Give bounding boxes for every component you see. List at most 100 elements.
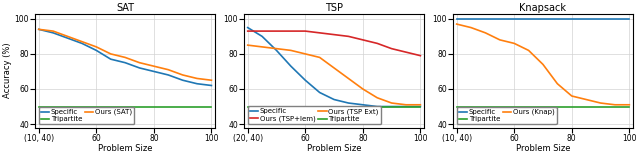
- Ours (Knap): [539, 63, 547, 65]
- Ours (TSP+lem): [417, 55, 424, 57]
- Specific: [388, 106, 396, 107]
- Ours (TSP+lem): [359, 39, 367, 41]
- Tripartite: [554, 106, 561, 107]
- Ours (TSP Ext): [402, 104, 410, 106]
- Ours (TSP+lem): [316, 32, 323, 34]
- Ours (SAT): [35, 28, 43, 30]
- Specific: [107, 58, 115, 60]
- Tripartite: [92, 106, 100, 107]
- Y-axis label: Accuracy (%): Accuracy (%): [3, 43, 12, 98]
- Ours (TSP Ext): [359, 88, 367, 90]
- Specific: [179, 79, 186, 81]
- Ours (Knap): [525, 49, 532, 51]
- Tripartite: [453, 106, 461, 107]
- Tripartite: [539, 106, 547, 107]
- Ours (SAT): [64, 35, 72, 37]
- Specific: [510, 18, 518, 20]
- Ours (SAT): [107, 53, 115, 55]
- Tripartite: [64, 106, 72, 107]
- Specific: [359, 104, 367, 106]
- Specific: [467, 18, 475, 20]
- Line: Ours (SAT): Ours (SAT): [39, 29, 211, 80]
- Specific: [259, 35, 266, 37]
- Ours (Knap): [481, 32, 489, 34]
- Specific: [207, 85, 215, 86]
- Tripartite: [402, 106, 410, 107]
- Specific: [301, 79, 309, 81]
- X-axis label: Problem Size: Problem Size: [307, 144, 362, 153]
- Specific: [402, 106, 410, 107]
- Ours (Knap): [596, 102, 604, 104]
- Ours (TSP+lem): [287, 30, 294, 32]
- Tripartite: [35, 106, 43, 107]
- Ours (TSP+lem): [330, 34, 338, 36]
- Specific: [330, 99, 338, 100]
- Ours (TSP+lem): [301, 30, 309, 32]
- Specific: [64, 37, 72, 39]
- Specific: [481, 18, 489, 20]
- Tripartite: [164, 106, 172, 107]
- Specific: [611, 18, 619, 20]
- Ours (TSP Ext): [330, 67, 338, 69]
- Specific: [273, 49, 280, 51]
- Ours (Knap): [496, 39, 504, 41]
- Ours (Knap): [582, 99, 590, 100]
- Title: SAT: SAT: [116, 3, 134, 13]
- Tripartite: [417, 106, 424, 107]
- Tripartite: [568, 106, 575, 107]
- Line: Ours (TSP Ext): Ours (TSP Ext): [248, 45, 420, 105]
- Ours (TSP+lem): [373, 42, 381, 44]
- Ours (TSP Ext): [417, 104, 424, 106]
- Ours (SAT): [121, 56, 129, 58]
- Legend: Specific, Ours (TSP+lem), Ours (TSP Ext), Tripartite: Specific, Ours (TSP+lem), Ours (TSP Ext)…: [248, 106, 381, 124]
- Ours (TSP Ext): [259, 46, 266, 48]
- Tripartite: [625, 106, 633, 107]
- Specific: [121, 62, 129, 64]
- Tripartite: [388, 106, 396, 107]
- Legend: Specific, Tripartite, Ours (SAT): Specific, Tripartite, Ours (SAT): [39, 107, 134, 124]
- Tripartite: [510, 106, 518, 107]
- Ours (TSP+lem): [388, 48, 396, 50]
- Line: Specific: Specific: [248, 28, 420, 107]
- Specific: [596, 18, 604, 20]
- Ours (Knap): [467, 27, 475, 29]
- Ours (Knap): [625, 104, 633, 106]
- Ours (TSP Ext): [388, 102, 396, 104]
- Specific: [244, 27, 252, 29]
- Specific: [582, 18, 590, 20]
- Ours (Knap): [510, 42, 518, 44]
- Tripartite: [207, 106, 215, 107]
- Ours (SAT): [92, 46, 100, 48]
- Tripartite: [481, 106, 489, 107]
- Ours (SAT): [207, 79, 215, 81]
- Specific: [625, 18, 633, 20]
- Tripartite: [596, 106, 604, 107]
- Ours (SAT): [78, 41, 86, 43]
- Ours (TSP+lem): [402, 51, 410, 53]
- Specific: [35, 28, 43, 30]
- Specific: [78, 42, 86, 44]
- Ours (Knap): [554, 83, 561, 85]
- Ours (SAT): [49, 30, 57, 32]
- Tripartite: [301, 106, 309, 107]
- Tripartite: [259, 106, 266, 107]
- Ours (TSP+lem): [259, 30, 266, 32]
- Ours (SAT): [164, 69, 172, 71]
- Tripartite: [330, 106, 338, 107]
- Ours (Knap): [568, 95, 575, 97]
- Tripartite: [582, 106, 590, 107]
- Specific: [525, 18, 532, 20]
- Tripartite: [344, 106, 352, 107]
- Ours (TSP Ext): [301, 53, 309, 55]
- Ours (TSP+lem): [344, 35, 352, 37]
- Ours (SAT): [150, 65, 157, 67]
- Ours (SAT): [179, 74, 186, 76]
- Tripartite: [136, 106, 143, 107]
- Tripartite: [611, 106, 619, 107]
- Specific: [193, 83, 201, 85]
- Specific: [554, 18, 561, 20]
- Ours (Knap): [453, 23, 461, 25]
- Tripartite: [49, 106, 57, 107]
- Specific: [49, 32, 57, 34]
- Specific: [287, 65, 294, 67]
